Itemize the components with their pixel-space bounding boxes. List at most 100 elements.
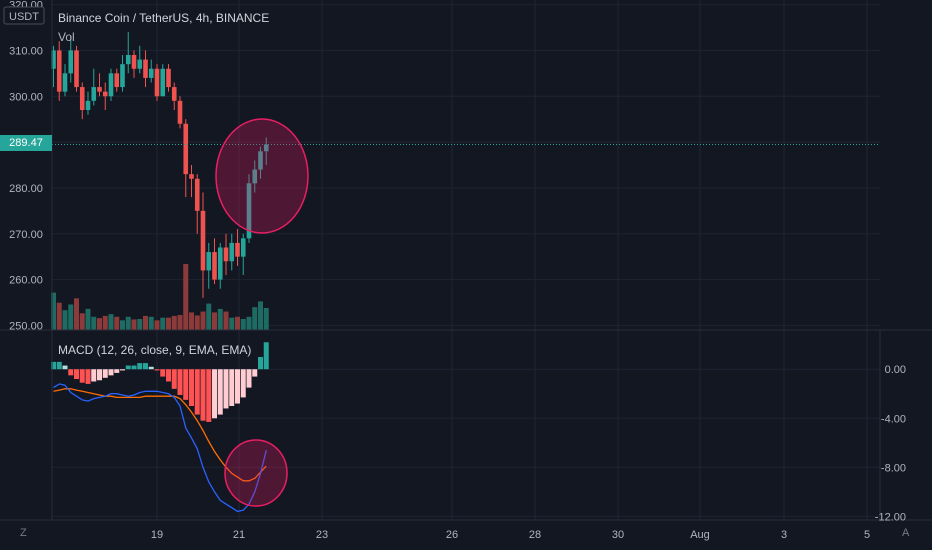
annotations — [215, 118, 309, 507]
volume-bar — [102, 315, 108, 330]
macd-histogram-bar — [68, 369, 74, 376]
current-price-badge: 289.47 — [0, 135, 52, 151]
time-tick-label: 21 — [233, 529, 245, 541]
candle-body — [166, 68, 171, 88]
volume-bar — [74, 298, 79, 330]
macd-histogram-bar — [246, 369, 252, 388]
volume-bar — [108, 314, 114, 330]
candle-body — [183, 123, 189, 175]
currency-unit-box — [3, 6, 45, 25]
macd-histogram-bar — [235, 369, 240, 404]
macd-histogram-bar — [137, 363, 143, 370]
macd-histogram-bar — [148, 366, 154, 370]
candle-body — [212, 252, 217, 280]
time-tick-label: 28 — [529, 529, 541, 541]
time-tick-label: Aug — [690, 529, 710, 541]
macd-histogram-bar — [120, 369, 125, 371]
volume-bar — [206, 303, 212, 330]
signal-line — [53, 388, 267, 482]
macd-histogram-bar — [160, 369, 166, 377]
time-tick-label: 3 — [781, 529, 787, 541]
volume-bar — [252, 307, 258, 330]
candle-body — [114, 73, 120, 88]
macd-histogram-bar — [154, 369, 160, 371]
macd-histogram-bar — [252, 369, 258, 377]
macd-histogram-bar — [166, 369, 171, 382]
macd-histogram-bar — [91, 369, 97, 382]
volume-bar — [68, 304, 74, 330]
time-tick-label: 23 — [316, 529, 328, 541]
volume-bar — [120, 320, 125, 330]
volume-bar — [217, 308, 223, 330]
candle-body — [131, 55, 137, 69]
candle-body — [177, 100, 183, 124]
volume-bar — [131, 319, 137, 330]
macd-histogram-bar — [85, 369, 91, 384]
volume-bar — [246, 316, 252, 330]
macd-histogram-bar — [74, 369, 79, 380]
time-tick-label: 26 — [446, 529, 458, 541]
macd-histogram-bar — [177, 369, 183, 395]
candle-body — [206, 252, 212, 271]
volume-bar — [240, 319, 246, 330]
candle-body — [235, 242, 240, 257]
auto-scale-button[interactable]: A — [902, 527, 910, 539]
macd-histogram-bar — [194, 369, 200, 415]
volume-bar — [258, 301, 263, 330]
macd-tick-label: 0.00 — [885, 364, 906, 376]
volume-bars — [51, 264, 269, 330]
volume-bar — [171, 315, 177, 330]
volume-bar — [183, 264, 189, 330]
macd-histogram-bar — [200, 369, 206, 421]
candle-body — [51, 50, 56, 69]
volume-bar — [166, 317, 171, 330]
time-tick-label: 19 — [151, 529, 163, 541]
macd-histogram-bar — [79, 369, 85, 383]
candle-body — [74, 50, 79, 88]
candle-body — [160, 68, 166, 97]
macd-histogram-bar — [56, 361, 62, 370]
candle-body — [91, 87, 97, 101]
macd-histogram-bar — [212, 369, 217, 419]
macd-histogram-bar — [189, 369, 194, 406]
candle-body — [200, 210, 206, 271]
candle-body — [240, 238, 246, 257]
macd-histogram-bar — [114, 369, 120, 373]
volume-bar — [194, 315, 200, 330]
macd-histogram-bar — [217, 369, 223, 415]
macd-histogram-bar — [108, 369, 114, 376]
volume-bar — [143, 315, 148, 330]
volume-bar — [148, 316, 154, 330]
macd-tick-label: -8.00 — [881, 462, 906, 474]
macd-histogram-bar — [97, 369, 102, 381]
candle-body — [194, 178, 200, 211]
volume-bar — [137, 319, 143, 330]
volume-label: Vol — [58, 30, 75, 44]
macd-label: MACD (12, 26, close, 9, EMA, EMA) — [58, 343, 252, 357]
volume-bar — [200, 311, 206, 330]
candle-body — [137, 59, 143, 69]
candle-body — [171, 87, 177, 101]
price-tick-label: 270.00 — [9, 229, 43, 241]
macd-histogram-bar — [258, 356, 263, 370]
volume-bar — [91, 316, 97, 330]
macd-tick-label: -4.00 — [881, 413, 906, 425]
candle-body — [258, 151, 263, 170]
volume-bar — [229, 317, 235, 330]
volume-bar — [85, 308, 91, 330]
chart-title: Binance Coin / TetherUS, 4h, BINANCE — [58, 11, 270, 25]
candle-body — [263, 144, 269, 152]
zoom-button[interactable]: Z — [20, 527, 27, 539]
volume-bar — [263, 308, 269, 330]
macd-line — [53, 383, 267, 513]
candle-body — [108, 73, 114, 97]
macd-histogram-bar — [183, 369, 189, 400]
price-tick-label: 250.00 — [9, 320, 43, 332]
currency-unit-label: USDT — [9, 11, 39, 23]
candle-body — [79, 87, 85, 110]
price-tick-label: 300.00 — [9, 91, 43, 103]
candle-body — [246, 183, 252, 239]
highlight-circle-macd — [224, 439, 288, 507]
